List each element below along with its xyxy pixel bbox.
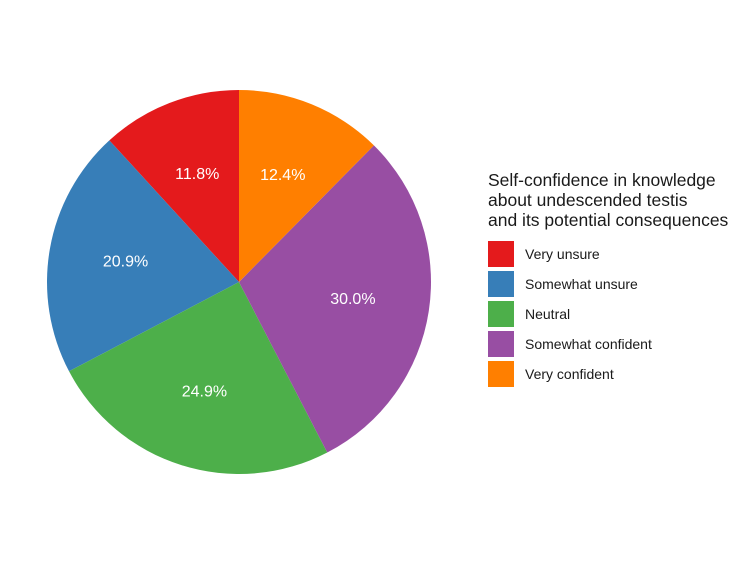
pie-slice-somewhat-unsure: [47, 140, 239, 372]
pie-label-neutral: 24.9%: [182, 383, 227, 400]
legend-item-very-confident: Very confident: [488, 359, 750, 389]
legend-items: Very unsure Somewhat unsure Neutral Some…: [488, 239, 750, 389]
legend-label-somewhat-confident: Somewhat confident: [525, 336, 652, 352]
pie-slice-neutral: [69, 282, 328, 474]
legend-item-somewhat-unsure: Somewhat unsure: [488, 269, 750, 299]
legend-swatch-somewhat-unsure: [488, 271, 514, 297]
pie-slice-very-unsure: [109, 90, 239, 282]
legend-label-neutral: Neutral: [525, 306, 571, 322]
legend-item-neutral: Neutral: [488, 299, 750, 329]
legend-swatch-very-unsure: [488, 241, 514, 267]
legend-swatch-somewhat-confident: [488, 331, 514, 357]
legend-swatch-neutral: [488, 301, 514, 327]
legend-title: Self-confidence in knowledge about undes…: [488, 170, 750, 230]
legend-title-line-3: and its potential consequences: [488, 210, 729, 230]
pie-label-somewhat-confident: 30.0%: [330, 291, 375, 308]
pie-slice-somewhat-confident: [239, 145, 431, 453]
legend-item-somewhat-confident: Somewhat confident: [488, 329, 750, 359]
legend-label-very-unsure: Very unsure: [525, 246, 600, 262]
legend-swatch-very-confident: [488, 361, 514, 387]
pie-slice-very-confident: [239, 90, 374, 282]
legend-item-very-unsure: Very unsure: [488, 239, 750, 269]
pie-slices: [47, 90, 431, 474]
legend-title-line-1: Self-confidence in knowledge: [488, 170, 716, 190]
pie-slice-labels: 11.8% 20.9% 24.9% 30.0% 12.4%: [103, 166, 376, 400]
legend-label-somewhat-unsure: Somewhat unsure: [525, 276, 638, 292]
pie-label-somewhat-unsure: 20.9%: [103, 254, 148, 271]
pie-label-very-unsure: 11.8%: [175, 166, 219, 183]
legend-label-very-confident: Very confident: [525, 366, 614, 382]
legend-title-line-2: about undescended testis: [488, 190, 688, 210]
legend: Self-confidence in knowledge about undes…: [488, 170, 750, 389]
pie-label-very-confident: 12.4%: [260, 167, 305, 184]
